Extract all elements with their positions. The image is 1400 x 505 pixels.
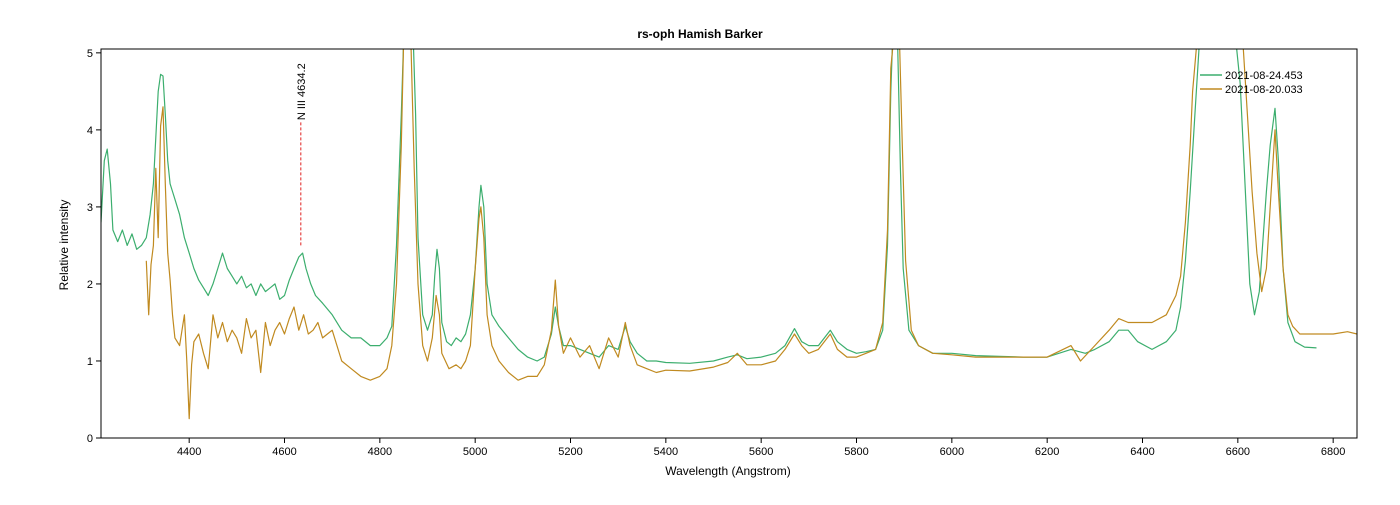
- x-tick-label: 5000: [463, 446, 487, 458]
- x-tick-label: 5600: [749, 446, 773, 458]
- y-tick-label: 4: [87, 125, 93, 137]
- x-tick-label: 6800: [1321, 446, 1345, 458]
- x-tick-label: 6600: [1226, 446, 1250, 458]
- series-line-1: [101, 49, 1317, 364]
- x-tick-label: 6000: [940, 446, 964, 458]
- y-tick-label: 5: [87, 48, 93, 60]
- legend-label-1: 2021-08-24.453: [1225, 70, 1303, 82]
- x-tick-label: 6400: [1130, 446, 1154, 458]
- x-tick-label: 4800: [368, 446, 392, 458]
- x-tick-label: 5800: [844, 446, 868, 458]
- x-tick-label: 4600: [272, 446, 296, 458]
- y-tick-label: 3: [87, 202, 93, 214]
- annotation-label: N III 4634.2: [296, 63, 308, 120]
- x-tick-label: 5400: [654, 446, 678, 458]
- series-line-2: [145, 49, 1357, 420]
- y-axis-label: Relative intensity: [57, 200, 71, 291]
- x-tick-label: 5200: [558, 446, 582, 458]
- chart-title: rs-oph Hamish Barker: [637, 27, 763, 41]
- y-tick-label: 2: [87, 279, 93, 291]
- y-tick-label: 1: [87, 356, 93, 368]
- y-tick-label: 0: [87, 433, 93, 445]
- legend: 2021-08-24.453 2021-08-20.033: [1200, 70, 1303, 96]
- legend-label-2: 2021-08-20.033: [1225, 84, 1303, 96]
- x-tick-label: 4400: [177, 446, 201, 458]
- x-axis-label: Wavelength (Angstrom): [665, 464, 791, 478]
- plot-frame: [100, 48, 1358, 439]
- x-tick-label: 6200: [1035, 446, 1059, 458]
